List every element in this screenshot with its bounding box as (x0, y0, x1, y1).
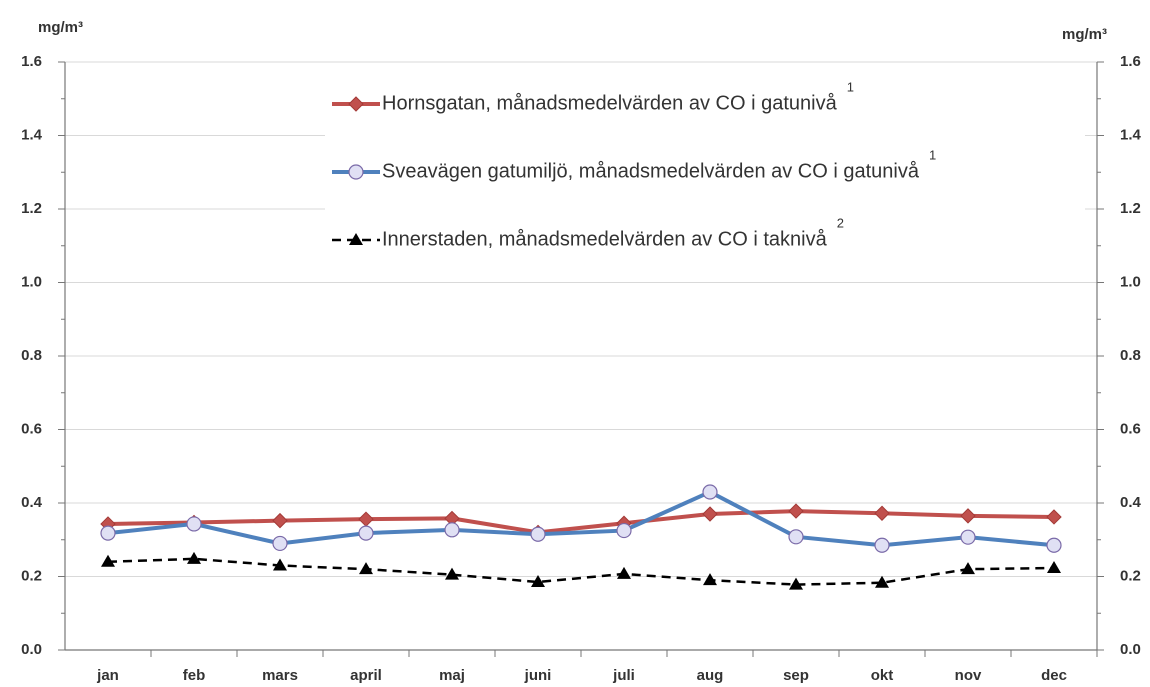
x-tick-label: nov (955, 667, 982, 684)
point (348, 164, 364, 180)
y-tick-label: 1.0 (21, 273, 42, 290)
x-tick-label: juli (612, 667, 635, 684)
y2-axis-label: mg/m³ (1062, 26, 1107, 43)
point (703, 573, 717, 586)
point (101, 554, 115, 567)
point (530, 526, 546, 542)
point (358, 525, 374, 541)
point (1047, 561, 1061, 574)
legend (325, 72, 1085, 272)
y2-tick-label: 1.6 (1120, 53, 1141, 70)
point (960, 529, 976, 545)
x-tick-label: mars (262, 667, 298, 684)
x-tick-label: aug (697, 667, 724, 684)
point (359, 562, 373, 575)
point (961, 562, 975, 575)
y2-tick-label: 0.4 (1120, 494, 1142, 511)
y2-tick-label: 1.4 (1120, 126, 1142, 143)
legend-note: 1 (847, 79, 854, 94)
y2-tick-label: 1.0 (1120, 273, 1141, 290)
point (874, 537, 890, 553)
point (702, 506, 718, 522)
point (186, 516, 202, 532)
point (358, 511, 374, 527)
y-tick-label: 1.4 (21, 126, 43, 143)
x-tick-label: juni (524, 667, 552, 684)
y2-tick-label: 0.8 (1120, 347, 1141, 364)
point (187, 551, 201, 564)
x-tick-label: dec (1041, 667, 1067, 684)
legend-label: Innerstaden, månadsmedelvärden av CO i t… (382, 228, 828, 250)
x-tick-label: maj (439, 667, 465, 684)
point (789, 577, 803, 590)
point (788, 529, 804, 545)
point (444, 522, 460, 538)
point (874, 505, 890, 521)
y2-tick-label: 0.6 (1120, 420, 1141, 437)
point (616, 522, 632, 539)
x-tick-label: feb (183, 667, 206, 684)
x-tick-label: april (350, 667, 382, 684)
y2-tick-label: 0.0 (1120, 641, 1141, 658)
series-line (107, 489, 1055, 548)
point (1046, 537, 1062, 553)
y2-tick-label: 1.2 (1120, 200, 1141, 217)
point (273, 558, 287, 571)
y2-tick-label: 0.2 (1120, 567, 1141, 584)
y-tick-label: 1.6 (21, 53, 42, 70)
legend-label: Sveavägen gatumiljö, månadsmedelvärden a… (382, 160, 920, 182)
point (445, 567, 459, 580)
x-tick-label: okt (871, 667, 894, 684)
legend-note: 1 (929, 147, 936, 162)
x-tick-label: jan (96, 667, 119, 684)
point (531, 575, 545, 588)
point (100, 525, 116, 541)
point (348, 96, 364, 112)
point (1046, 509, 1062, 525)
y-tick-label: 0.2 (21, 567, 42, 584)
point (617, 566, 631, 579)
legend-note: 2 (837, 215, 844, 230)
point (875, 575, 889, 588)
point (272, 512, 288, 529)
series-line (107, 509, 1055, 535)
x-tick-label: sep (783, 667, 809, 684)
point (960, 508, 976, 524)
point (702, 484, 718, 500)
y-tick-label: 0.8 (21, 347, 42, 364)
point (349, 233, 363, 245)
point (788, 503, 804, 519)
y-axis-label: mg/m³ (38, 19, 83, 36)
legend-label: Hornsgatan, månadsmedelvärden av CO i ga… (382, 92, 838, 114)
y-tick-label: 0.0 (21, 641, 42, 658)
y-tick-label: 0.4 (21, 494, 43, 511)
y-tick-label: 0.6 (21, 420, 42, 437)
series-line (107, 557, 1055, 586)
y-tick-label: 1.2 (21, 200, 42, 217)
point (272, 535, 288, 552)
